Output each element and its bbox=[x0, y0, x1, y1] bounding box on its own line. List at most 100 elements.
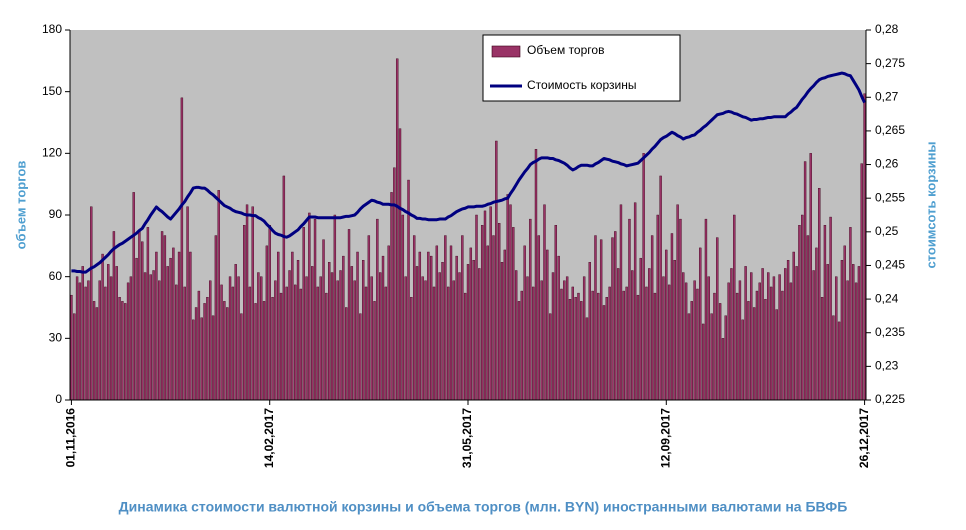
bar bbox=[141, 241, 144, 401]
bar bbox=[659, 175, 662, 401]
bar bbox=[132, 192, 135, 401]
y-tick-label: 0 bbox=[55, 392, 62, 406]
bar bbox=[650, 235, 654, 401]
bar bbox=[112, 231, 116, 401]
bar bbox=[503, 249, 507, 401]
y2-tick-label: 0,27 bbox=[875, 89, 899, 103]
bar bbox=[512, 227, 515, 401]
bar bbox=[302, 227, 305, 401]
bar bbox=[285, 286, 288, 401]
bar bbox=[832, 315, 835, 401]
bar bbox=[560, 288, 563, 401]
bar bbox=[820, 297, 824, 401]
bar bbox=[554, 225, 558, 401]
bar bbox=[733, 214, 736, 401]
bar bbox=[588, 262, 591, 401]
bar bbox=[378, 272, 382, 401]
bar bbox=[466, 264, 470, 401]
bar bbox=[183, 286, 186, 401]
bar bbox=[577, 292, 580, 401]
bar bbox=[812, 270, 815, 401]
bar bbox=[684, 282, 688, 401]
bar bbox=[475, 214, 478, 401]
bar bbox=[605, 297, 608, 401]
bar bbox=[211, 315, 215, 401]
bar bbox=[288, 270, 291, 401]
bar bbox=[602, 305, 606, 401]
x-tick-label: 26,12,2017 bbox=[857, 408, 871, 468]
bar bbox=[177, 251, 181, 401]
bar bbox=[730, 268, 733, 401]
bar bbox=[769, 286, 773, 401]
bar bbox=[653, 292, 657, 401]
y-tick-label: 90 bbox=[49, 207, 63, 221]
bar bbox=[260, 276, 263, 401]
bar bbox=[863, 93, 866, 401]
bar bbox=[529, 218, 532, 401]
bar bbox=[81, 266, 84, 401]
bar bbox=[789, 282, 793, 401]
bar bbox=[209, 280, 212, 401]
bar bbox=[353, 280, 356, 401]
bar bbox=[835, 276, 838, 401]
bar bbox=[665, 249, 668, 401]
bar bbox=[755, 290, 759, 401]
bar bbox=[296, 260, 300, 401]
bar bbox=[548, 313, 552, 401]
bar bbox=[633, 202, 637, 401]
bar bbox=[328, 262, 331, 401]
bar bbox=[217, 190, 220, 401]
bar bbox=[237, 276, 240, 401]
bar bbox=[421, 276, 424, 401]
bar bbox=[206, 297, 209, 401]
bar bbox=[121, 301, 124, 401]
bar bbox=[186, 206, 189, 401]
bar bbox=[667, 284, 671, 401]
bar bbox=[316, 286, 320, 401]
bar bbox=[265, 245, 269, 401]
bar bbox=[393, 167, 396, 401]
bar bbox=[619, 204, 623, 401]
bar bbox=[707, 276, 710, 401]
bar bbox=[750, 272, 753, 401]
bar bbox=[670, 233, 674, 401]
bar bbox=[455, 255, 458, 401]
bar bbox=[220, 284, 223, 401]
bar bbox=[642, 153, 645, 401]
bar bbox=[648, 268, 651, 401]
bar bbox=[308, 212, 311, 401]
bar bbox=[214, 235, 218, 401]
line bbox=[71, 71, 866, 274]
bar bbox=[180, 97, 184, 401]
bar bbox=[223, 301, 226, 401]
bar bbox=[350, 266, 354, 401]
bar bbox=[160, 231, 164, 401]
bar bbox=[546, 249, 549, 401]
bar bbox=[311, 266, 314, 401]
x-tick-label: 12,09,2017 bbox=[658, 408, 672, 468]
bar bbox=[84, 286, 87, 401]
bar bbox=[526, 276, 529, 401]
bar bbox=[268, 225, 271, 401]
bar bbox=[152, 270, 155, 401]
bar bbox=[339, 270, 342, 401]
bar bbox=[472, 260, 475, 401]
y2-tick-label: 0,225 bbox=[875, 392, 905, 406]
bar bbox=[826, 264, 829, 401]
bar bbox=[784, 268, 787, 401]
bar bbox=[849, 227, 852, 401]
bar bbox=[175, 284, 178, 401]
bar bbox=[87, 280, 90, 401]
bar bbox=[778, 274, 781, 401]
bar bbox=[446, 286, 450, 401]
bar bbox=[818, 188, 821, 401]
bar bbox=[356, 251, 359, 401]
bar bbox=[852, 264, 855, 401]
y-tick-label: 180 bbox=[42, 22, 62, 36]
bar bbox=[696, 288, 699, 401]
y2-tick-label: 0,24 bbox=[875, 291, 899, 305]
bar bbox=[305, 276, 308, 401]
bar bbox=[582, 276, 586, 401]
y2-axis-title: стоимсоть корзины bbox=[923, 141, 938, 268]
bar bbox=[228, 276, 232, 401]
